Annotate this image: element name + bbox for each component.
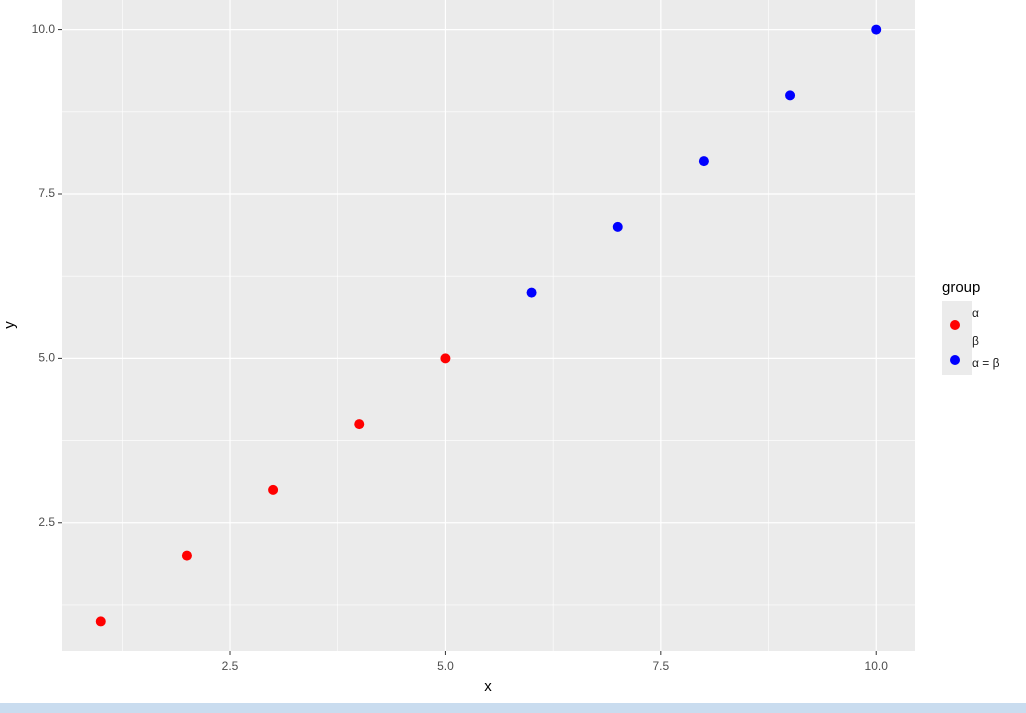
x-tick-label: 10.0	[865, 659, 889, 673]
point	[612, 221, 623, 232]
y-tick-label: 10.0	[32, 22, 56, 36]
y-axis-title: y	[1, 321, 18, 329]
point	[440, 353, 451, 364]
panel	[62, 0, 915, 651]
legend-label: α = β	[972, 356, 1000, 370]
y-tick-label: 2.5	[38, 515, 55, 529]
y-tick-label: 5.0	[38, 351, 55, 365]
legend-label: α β	[972, 306, 979, 348]
point	[268, 484, 279, 495]
marks	[95, 24, 882, 627]
point	[95, 616, 106, 627]
point	[785, 90, 796, 101]
point	[354, 419, 365, 430]
legend-labels: α β α = β	[972, 299, 1000, 377]
x-tick-label: 2.5	[222, 659, 239, 673]
point	[698, 156, 709, 167]
point	[181, 550, 192, 561]
x-axis-title: x	[484, 678, 492, 695]
legend-key	[950, 320, 960, 330]
point	[526, 287, 537, 298]
legend-key	[950, 355, 960, 365]
x-tick-label: 7.5	[652, 659, 669, 673]
x-tick-label: 5.0	[437, 659, 454, 673]
window-edge	[0, 703, 1026, 713]
y-tick-label: 7.5	[38, 186, 55, 200]
grid	[62, 0, 915, 651]
legend-title: group	[942, 279, 980, 296]
point	[871, 24, 882, 35]
